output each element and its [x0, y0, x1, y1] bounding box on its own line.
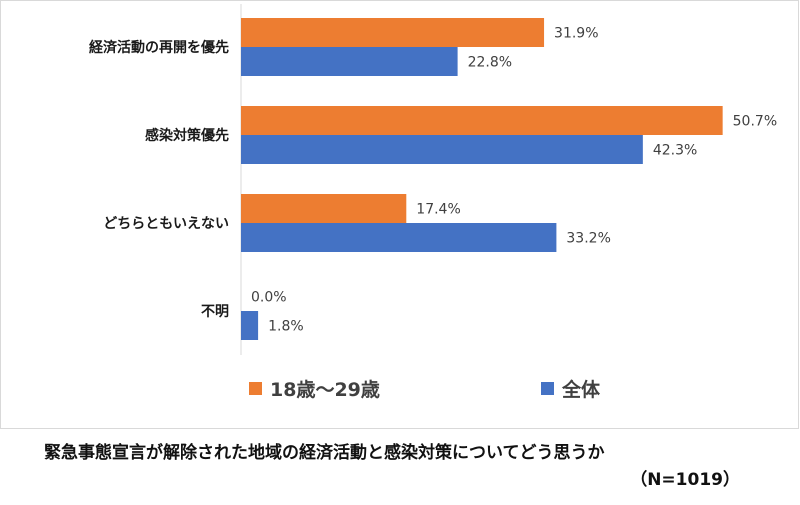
legend-swatch-series-2	[541, 382, 554, 395]
legend-label-series-2: 全体	[561, 378, 601, 401]
data-label: 50.7%	[733, 114, 777, 130]
bar-series-1	[241, 106, 723, 135]
category-label: どちらともいえない	[103, 216, 229, 232]
category-label: 経済活動の再開を優先	[89, 39, 229, 56]
data-label: 1.8%	[268, 319, 304, 335]
data-label: 42.3%	[653, 143, 697, 159]
legend-label-series-1: 18歳〜29歳	[270, 379, 380, 401]
bar-series-2	[241, 47, 458, 76]
data-label: 31.9%	[554, 26, 598, 42]
caption-sample-size: （N=1019）	[630, 470, 740, 490]
data-label: 17.4%	[416, 202, 460, 218]
bar-series-2	[241, 135, 643, 164]
legend-swatch-series-1	[249, 382, 262, 395]
data-label: 22.8%	[468, 55, 512, 71]
caption-title: 緊急事態宣言が解除された地域の経済活動と感染対策についてどう思うか	[44, 443, 605, 463]
data-label: 33.2%	[566, 231, 610, 247]
bar-series-1	[241, 194, 407, 223]
data-label: 0.0%	[251, 290, 287, 306]
chart-area: 経済活動の再開を優先感染対策優先どちらともいえない不明 31.9% 22.8% 50…	[0, 0, 799, 429]
plot-border	[0, 0, 799, 429]
category-label: 不明	[201, 304, 229, 320]
category-label: 感染対策優先	[145, 127, 229, 144]
bar-series-1	[241, 18, 545, 47]
bar-series-2	[241, 311, 259, 340]
bar-series-2	[241, 223, 557, 252]
